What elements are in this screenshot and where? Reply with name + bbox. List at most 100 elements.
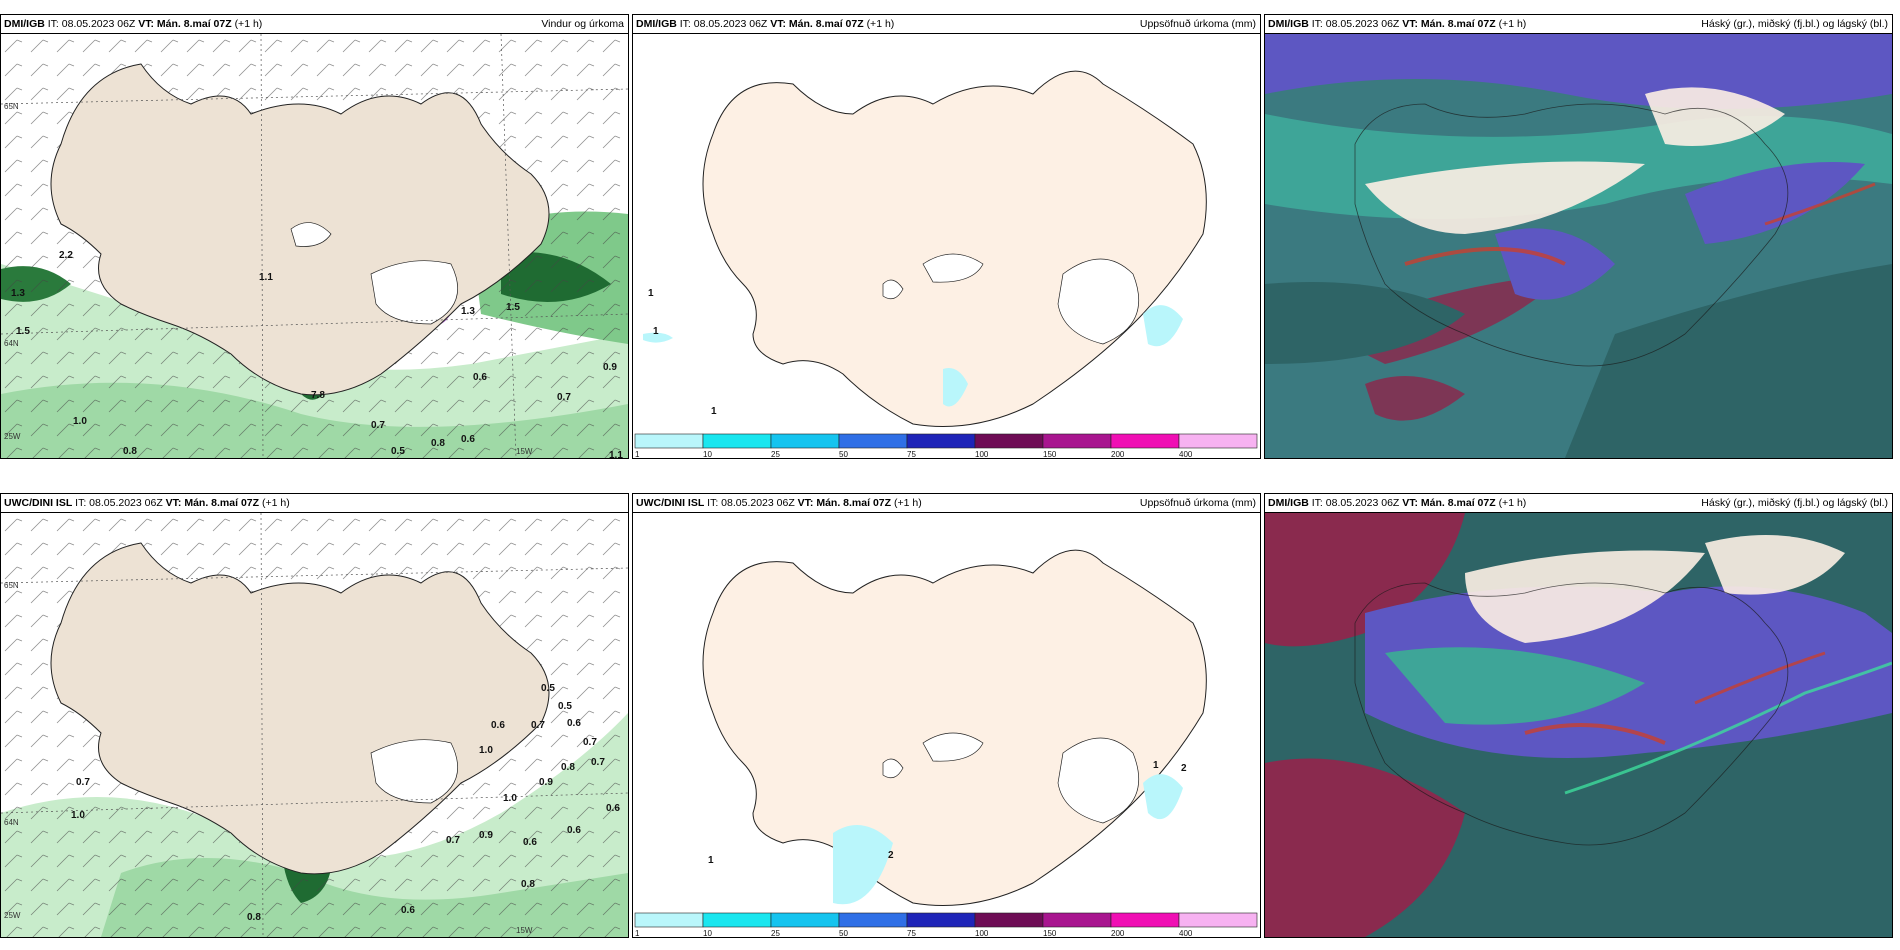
precip-value-label: 0.7 (531, 720, 545, 731)
colorbar-tick: 25 (771, 450, 780, 458)
colorbar-tick: 400 (1179, 929, 1193, 937)
precip-value-label: 0.7 (591, 757, 605, 768)
precip-value-label: 1.0 (503, 793, 517, 804)
precip-value-label: 0.7 (583, 737, 597, 748)
precip-value-label: 0.7 (371, 420, 385, 431)
panel-header: DMI/IGB IT: 08.05.2023 06Z VT: Mán. 8.ma… (633, 15, 1260, 34)
colorbar-tick: 10 (703, 450, 712, 458)
panel-clouds-bottom: DMI/IGB IT: 08.05.2023 06Z VT: Mán. 8.ma… (1264, 493, 1893, 938)
colorbar-tick: 10 (703, 929, 712, 937)
colorbar-tick: 25 (771, 929, 780, 937)
precip-value-label: 1.5 (506, 302, 520, 313)
precip-value-label: 1.1 (609, 450, 623, 458)
grid-label: 25W (4, 432, 21, 441)
grid-label: 15W (516, 447, 533, 456)
init-time: IT: 08.05.2023 06Z (679, 18, 768, 30)
init-time: IT: 08.05.2023 06Z (47, 18, 136, 30)
precip-value-label: 2 (1181, 763, 1187, 774)
colorbar-tick: 200 (1111, 929, 1125, 937)
lead-time: (+1 h) (866, 18, 895, 30)
colorbar-tick: 150 (1043, 929, 1057, 937)
precip-value-label: 0.9 (603, 362, 617, 373)
grid-label: 65N (4, 581, 19, 590)
precip-value-label: 0.6 (473, 372, 487, 383)
precip-value-label: 0.6 (491, 720, 505, 731)
model-source: DMI/IGB (1268, 18, 1309, 30)
valid-time: VT: Mán. 8.maí 07Z (770, 18, 864, 30)
precip-value-label: 1.5 (16, 326, 30, 337)
colorbar-tick: 100 (975, 929, 989, 937)
precip-value-label: 1 (1153, 760, 1159, 771)
cloud-cover-map (1265, 34, 1892, 458)
precip-value-label: 7.8 (311, 390, 325, 401)
precip-value-label: 0.6 (606, 803, 620, 814)
precip-value-label: 2 (888, 850, 894, 861)
colorbar-tick: 200 (1111, 450, 1125, 458)
colorbar-tick: 75 (907, 450, 916, 458)
panel-wind-rain-top: DMI/IGB IT: 08.05.2023 06Z VT: Mán. 8.ma… (0, 14, 629, 459)
precip-value-label: 0.6 (401, 905, 415, 916)
wind-rain-map: 65N 64N 25W 15W 0.5 0.6 0.7 0.6 0.7 0.8 … (1, 513, 628, 937)
panel-title: Háský (gr.), miðský (fj.bl.) og lágský (… (1701, 497, 1888, 509)
precip-value-label: 1.3 (11, 288, 25, 299)
valid-time: VT: Mán. 8.maí 07Z (797, 497, 892, 509)
cloud-cover-map (1265, 513, 1892, 937)
model-source: UWC/DINI ISL (4, 497, 73, 509)
grid-label: 65N (4, 102, 19, 111)
panel-header: UWC/DINI ISL IT: 08.05.2023 06Z VT: Mán.… (1, 494, 628, 513)
grid-label: 25W (4, 911, 21, 920)
valid-time: VT: Mán. 8.maí 07Z (138, 18, 232, 30)
valid-time: VT: Mán. 8.maí 07Z (165, 497, 260, 509)
colorbar-tick: 1 (635, 929, 640, 937)
precip-value-label: 0.6 (523, 837, 537, 848)
wind-rain-map: 65N 64N 25W 15W 2.2 1.1 1.3 1.5 1.3 1.5 … (1, 34, 628, 458)
panel-title: Háský (gr.), miðský (fj.bl.) og lágský (… (1701, 18, 1888, 30)
precip-value-label: 1.0 (73, 416, 87, 427)
lead-time: (+1 h) (1498, 18, 1527, 30)
accum-precip-map: 1 1 1 1 10 25 50 75 100 150 200 400 (633, 34, 1260, 458)
panel-title: Uppsöfnuð úrkoma (mm) (1139, 18, 1256, 30)
colorbar: 1 10 25 50 75 100 150 200 400 (634, 912, 1258, 937)
colorbar-tick: 400 (1179, 450, 1193, 458)
panel-title: Uppsöfnuð úrkoma (mm) (1139, 497, 1256, 509)
colorbar-tick: 150 (1043, 450, 1057, 458)
valid-time: VT: Mán. 8.maí 07Z (1402, 497, 1496, 509)
colorbar-tick: 50 (839, 929, 848, 937)
precip-value-label: 0.9 (539, 777, 553, 788)
init-time: IT: 08.05.2023 06Z (1311, 18, 1400, 30)
accum-precip-map: 1 2 1 2 1 10 25 50 75 100 150 200 400 (633, 513, 1260, 937)
init-time: IT: 08.05.2023 06Z (707, 497, 795, 509)
panel-header: DMI/IGB IT: 08.05.2023 06Z VT: Mán. 8.ma… (1265, 494, 1892, 513)
lead-time: (+1 h) (261, 497, 290, 509)
panel-title: Vindur og úrkoma (541, 18, 624, 30)
precip-value-label: 0.8 (247, 912, 261, 923)
precip-value-label: 1 (708, 855, 714, 866)
precip-value-label: 0.7 (76, 777, 90, 788)
model-source: UWC/DINI ISL (636, 497, 705, 509)
valid-time: VT: Mán. 8.maí 07Z (1402, 18, 1496, 30)
panel-header: UWC/DINI ISL IT: 08.05.2023 06Z VT: Mán.… (633, 494, 1260, 513)
panel-header: DMI/IGB IT: 08.05.2023 06Z VT: Mán. 8.ma… (1265, 15, 1892, 34)
panel-accum-precip-top: DMI/IGB IT: 08.05.2023 06Z VT: Mán. 8.ma… (632, 14, 1261, 459)
precip-value-label: 1 (711, 406, 717, 417)
grid-label: 15W (516, 926, 533, 935)
lead-time: (+1 h) (234, 18, 263, 30)
precip-value-label: 0.8 (123, 446, 137, 457)
precip-value-label: 1.3 (461, 306, 475, 317)
init-time: IT: 08.05.2023 06Z (1311, 497, 1400, 509)
precip-value-label: 1.0 (71, 810, 85, 821)
precip-value-label: 2.2 (59, 250, 73, 261)
grid-label: 64N (4, 818, 19, 827)
grid-label: 64N (4, 339, 19, 348)
colorbar-tick: 100 (975, 450, 989, 458)
precip-value-label: 0.5 (541, 683, 555, 694)
model-source: DMI/IGB (1268, 497, 1309, 509)
precip-value-label: 0.6 (567, 718, 581, 729)
panel-accum-precip-bottom: UWC/DINI ISL IT: 08.05.2023 06Z VT: Mán.… (632, 493, 1261, 938)
precip-value-label: 1.0 (479, 745, 493, 756)
precip-value-label: 0.8 (561, 762, 575, 773)
precip-value-label: 0.8 (521, 879, 535, 890)
model-source: DMI/IGB (4, 18, 45, 30)
precip-value-label: 0.5 (391, 446, 405, 457)
lead-time: (+1 h) (893, 497, 922, 509)
